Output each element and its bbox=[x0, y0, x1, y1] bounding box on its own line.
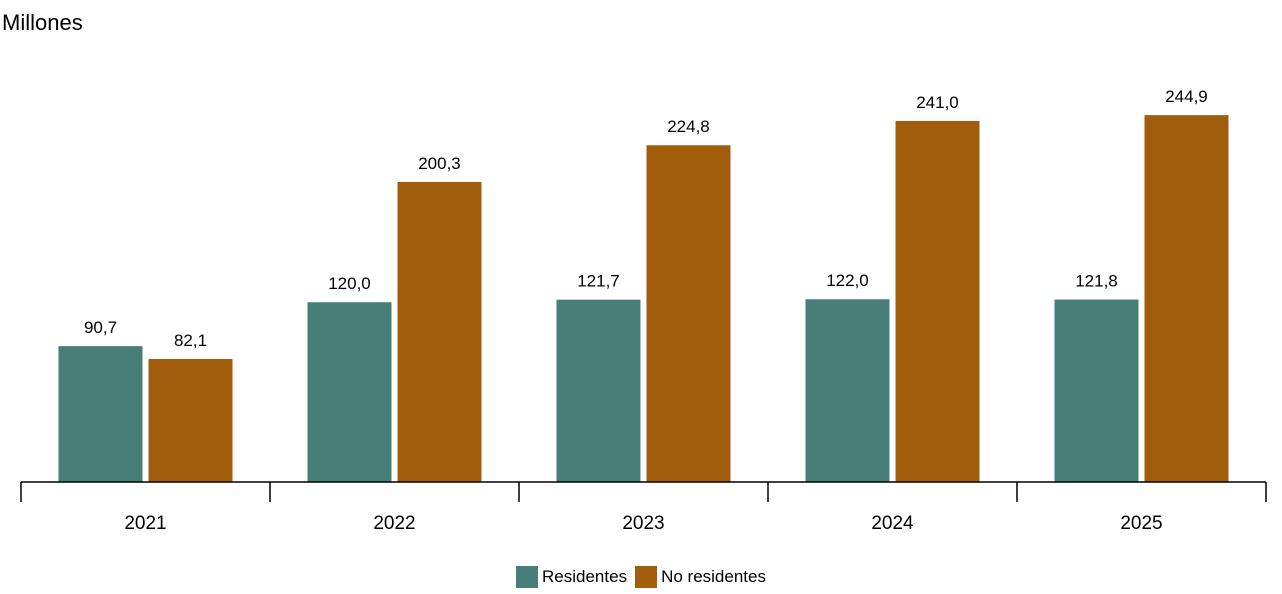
data-label-residentes-2025: 121,8 bbox=[1075, 272, 1118, 291]
x-tick-label-2024: 2024 bbox=[871, 513, 914, 534]
legend-swatch-residentes bbox=[516, 566, 539, 588]
bar-residentes-2025 bbox=[1054, 299, 1139, 482]
data-label-residentes-2023: 121,7 bbox=[577, 272, 620, 291]
bar-no-residentes-2023 bbox=[646, 145, 731, 482]
data-label-residentes-2024: 122,0 bbox=[826, 271, 869, 290]
legend-item-residentes: Residentes bbox=[516, 566, 627, 588]
data-label-no-residentes-2022: 200,3 bbox=[418, 154, 461, 173]
data-label-no-residentes-2024: 241,0 bbox=[916, 93, 959, 112]
x-tick-label-2022: 2022 bbox=[373, 513, 415, 534]
x-axis: 2021 2022 2023 2024 2025 bbox=[20, 481, 1267, 534]
bar-no-residentes-2024 bbox=[895, 120, 980, 483]
bar-residentes-2022 bbox=[307, 302, 392, 482]
bar-chart: 2021 2022 2023 2024 2025 90,7 82,1 120,0 200,3 1… bbox=[20, 87, 1267, 534]
bar-residentes-2021 bbox=[58, 346, 143, 482]
data-label-no-residentes-2021: 82,1 bbox=[174, 331, 207, 350]
data-label-residentes-2022: 120,0 bbox=[328, 274, 371, 293]
legend-swatch-no-residentes bbox=[635, 566, 658, 588]
data-label-no-residentes-2023: 224,8 bbox=[667, 117, 710, 136]
legend-label-no-residentes: No residentes bbox=[661, 567, 766, 586]
data-labels: 90,7 82,1 120,0 200,3 121,7 224,8 122,0 241,0 12… bbox=[84, 87, 1208, 350]
bar-residentes-2023 bbox=[556, 299, 641, 482]
bars-layer bbox=[58, 115, 1229, 483]
x-tick-label-2025: 2025 bbox=[1120, 513, 1162, 534]
bar-no-residentes-2022 bbox=[397, 181, 482, 482]
legend-label-residentes: Residentes bbox=[542, 567, 628, 586]
y-axis-label: Millones bbox=[2, 10, 83, 35]
bar-no-residentes-2025 bbox=[1144, 115, 1229, 482]
legend-item-no-residentes: No residentes bbox=[635, 566, 766, 588]
data-label-residentes-2021: 90,7 bbox=[84, 318, 117, 337]
bar-no-residentes-2021 bbox=[148, 359, 233, 482]
data-label-no-residentes-2025: 244,9 bbox=[1165, 87, 1208, 106]
x-tick-label-2021: 2021 bbox=[124, 513, 166, 534]
x-tick-label-2023: 2023 bbox=[622, 513, 664, 534]
legend: Residentes No residentes bbox=[0, 566, 1282, 588]
bar-residentes-2024 bbox=[805, 299, 890, 482]
